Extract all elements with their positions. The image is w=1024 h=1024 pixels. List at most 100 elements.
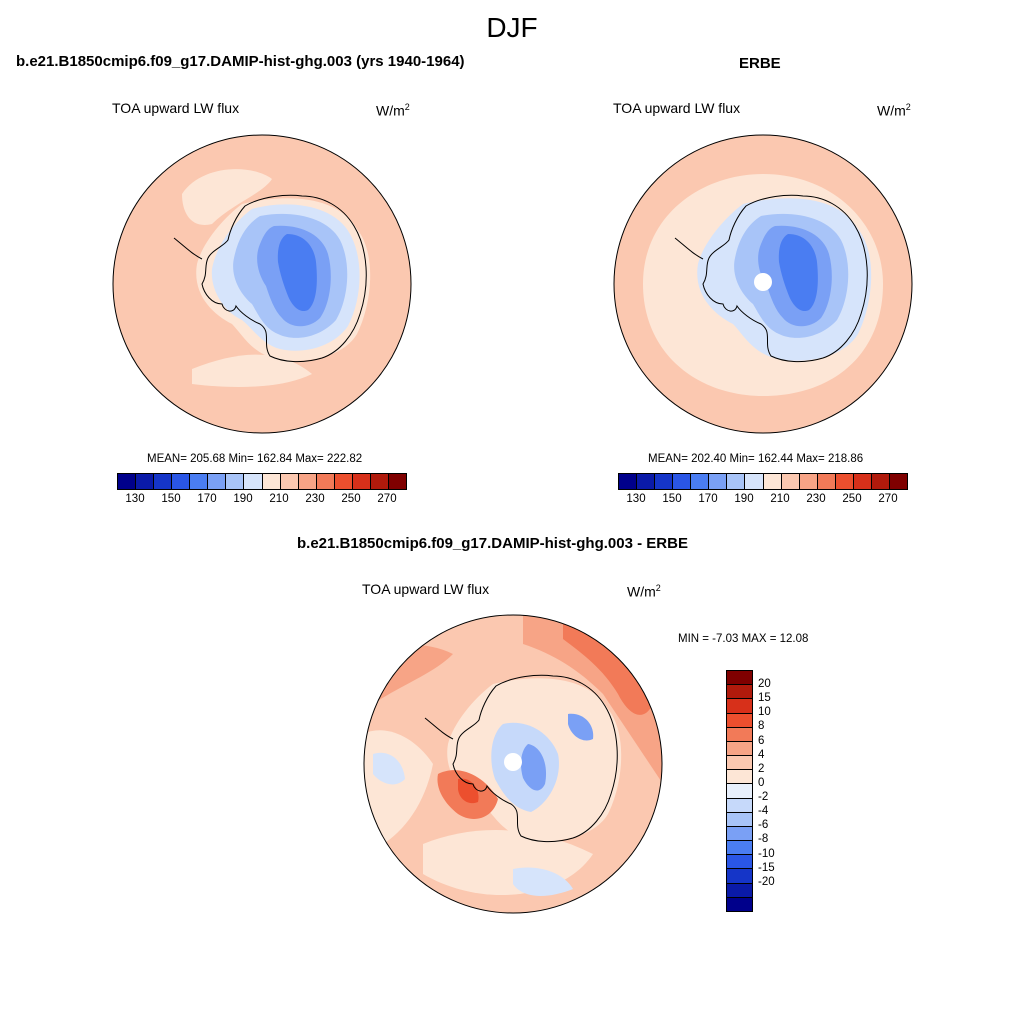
- colorbar-swatch: [763, 474, 782, 489]
- colorbar-tick-label: -6: [758, 819, 769, 832]
- colorbar-swatch: [727, 855, 752, 870]
- colorbar-tick-label: 2: [758, 762, 765, 775]
- colorbar-tick-label: -15: [758, 861, 775, 874]
- colorbar-tick-label: 190: [233, 493, 253, 505]
- colorbar-swatch: [799, 474, 818, 489]
- panel-2-variable-label: TOA upward LW flux: [613, 100, 741, 116]
- pole-hole: [754, 273, 772, 291]
- colorbar-tick-label: 270: [878, 493, 898, 505]
- colorbar-swatch: [298, 474, 317, 489]
- panel-2-case-title: ERBE: [739, 55, 781, 72]
- colorbar-swatch: [727, 770, 752, 785]
- colorbar-swatch: [709, 474, 728, 489]
- panel-1-stats: MEAN= 205.68 Min= 162.84 Max= 222.82: [147, 453, 363, 465]
- panel-1-case-title: b.e21.B1850cmip6.f09_g17.DAMIP-hist-ghg.…: [16, 53, 465, 70]
- colorbar-swatch: [727, 784, 752, 799]
- colorbar-swatch: [817, 474, 836, 489]
- colorbar-tick-label: 150: [662, 493, 682, 505]
- colorbar-tick-label: 15: [758, 692, 771, 705]
- colorbar-tick-label: 4: [758, 748, 765, 761]
- colorbar-swatch: [727, 841, 752, 856]
- colorbar-swatch: [316, 474, 335, 489]
- panel-3-variable-label: TOA upward LW flux: [362, 581, 490, 597]
- colorbar-swatch: [727, 798, 752, 813]
- colorbar-swatch: [208, 474, 227, 489]
- colorbar-swatch: [118, 474, 137, 489]
- cool-south: [513, 867, 573, 896]
- plateau-core: [778, 234, 818, 312]
- colorbar-tick-label: 190: [734, 493, 754, 505]
- colorbar-tick-label: 0: [758, 776, 765, 789]
- colorbar-tick-label: 210: [770, 493, 790, 505]
- colorbar-swatch: [154, 474, 173, 489]
- colorbar-tick-label: 250: [341, 493, 361, 505]
- panel-1-colorbar: [117, 473, 407, 490]
- panel-1-map: [112, 134, 412, 434]
- colorbar-swatch: [745, 474, 764, 489]
- colorbar-tick-label: -2: [758, 791, 769, 804]
- coastline: [702, 194, 868, 363]
- colorbar-swatch: [727, 685, 752, 700]
- colorbar-swatch: [727, 826, 752, 842]
- warm-sector: [182, 169, 272, 225]
- peninsula: [424, 717, 454, 740]
- colorbar-swatch: [637, 474, 656, 489]
- peninsula: [674, 237, 704, 260]
- colorbar-swatch: [244, 474, 263, 489]
- panel-1-variable-label: TOA upward LW flux: [112, 100, 240, 116]
- colorbar-tick-label: 230: [305, 493, 325, 505]
- cool-east: [568, 713, 594, 741]
- colorbar-tick-label: 130: [125, 493, 145, 505]
- colorbar-swatch: [334, 474, 353, 489]
- panel-3-units: W/m2: [627, 583, 661, 600]
- panel-2-map: [613, 134, 913, 434]
- panel-2-colorbar: [618, 473, 908, 490]
- coastline: [452, 674, 618, 843]
- colorbar-swatch: [226, 474, 245, 489]
- colorbar-tick-label: 6: [758, 734, 765, 747]
- colorbar-tick-label: 150: [161, 493, 181, 505]
- panel-3-map: [363, 614, 663, 914]
- colorbar-tick-label: 170: [197, 493, 217, 505]
- map-boundary: [613, 134, 913, 434]
- colorbar-tick-label: -4: [758, 805, 769, 818]
- colorbar-swatch: [727, 474, 746, 489]
- panel-3-case-title: b.e21.B1850cmip6.f09_g17.DAMIP-hist-ghg.…: [297, 535, 688, 552]
- hot-northeast: [563, 619, 653, 715]
- colorbar-tick-label: 20: [758, 678, 771, 691]
- colorbar-swatch: [172, 474, 191, 489]
- colorbar-tick-label: -20: [758, 875, 775, 888]
- peninsula: [173, 237, 203, 260]
- pole-hole: [504, 753, 522, 771]
- panel-1-units: W/m2: [376, 102, 410, 119]
- colorbar-tick-label: 170: [698, 493, 718, 505]
- map-boundary: [363, 614, 663, 914]
- colorbar-tick-label: 130: [626, 493, 646, 505]
- colorbar-swatch: [691, 474, 710, 489]
- colorbar-swatch: [871, 474, 890, 489]
- colorbar-swatch: [673, 474, 692, 489]
- cool-west: [373, 752, 405, 785]
- colorbar-swatch: [727, 812, 752, 827]
- panel-2-stats: MEAN= 202.40 Min= 162.44 Max= 218.86: [648, 453, 864, 465]
- colorbar-swatch: [727, 671, 752, 686]
- colorbar-swatch: [781, 474, 800, 489]
- colorbar-tick-label: 270: [377, 493, 397, 505]
- colorbar-swatch: [370, 474, 389, 489]
- colorbar-swatch: [727, 897, 752, 911]
- colorbar-swatch: [853, 474, 872, 489]
- panel-2-units: W/m2: [877, 102, 911, 119]
- map-boundary: [112, 134, 412, 434]
- colorbar-tick-label: -8: [758, 833, 769, 846]
- panel-3-minmax: MIN = -7.03 MAX = 12.08: [678, 633, 809, 645]
- colorbar-swatch: [889, 474, 907, 489]
- figure-title: DJF: [486, 12, 538, 43]
- colorbar-swatch: [388, 474, 406, 489]
- colorbar-swatch: [619, 474, 638, 489]
- colorbar-tick-label: 10: [758, 706, 771, 719]
- colorbar-swatch: [727, 869, 752, 884]
- colorbar-tick-label: 210: [269, 493, 289, 505]
- coastline: [201, 194, 367, 363]
- colorbar-swatch: [727, 883, 752, 898]
- colorbar-tick-label: 8: [758, 720, 765, 733]
